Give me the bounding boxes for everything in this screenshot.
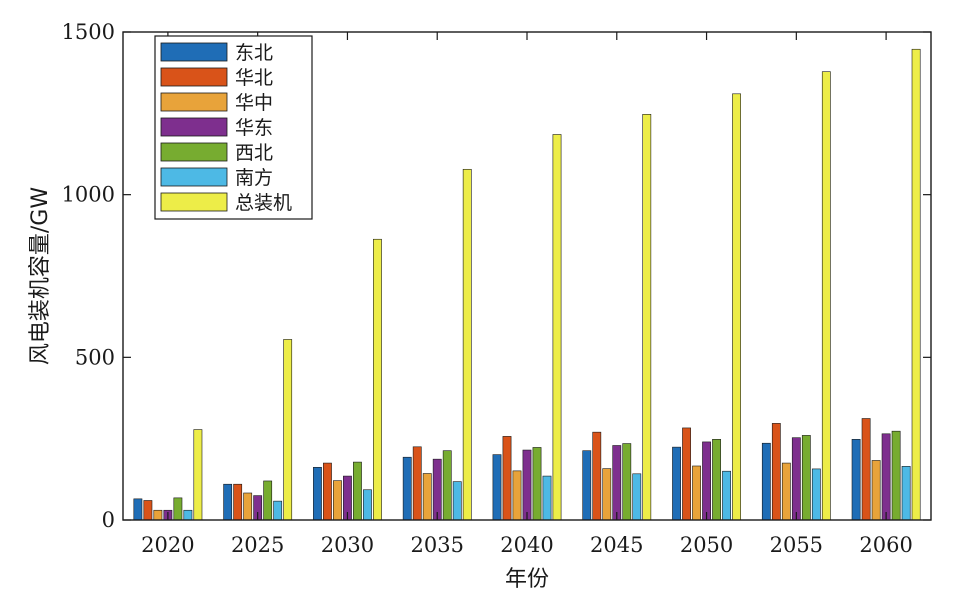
- bar-2050-6: [732, 93, 741, 521]
- bar-2040-3: [522, 449, 532, 521]
- bar-2040-1: [502, 436, 512, 521]
- bar-2050-5: [722, 470, 731, 521]
- bar-2020-0: [133, 498, 143, 521]
- legend-label: 西北: [235, 142, 273, 164]
- bar-2050-0: [672, 446, 681, 521]
- y-tick-label: 0: [102, 508, 115, 532]
- bar-2025-5: [273, 500, 283, 521]
- bar-2045-4: [622, 443, 632, 521]
- bar-2040-4: [532, 447, 542, 521]
- bar-2055-3: [791, 437, 801, 521]
- bar-2060-3: [881, 433, 891, 521]
- bar-2030-2: [333, 480, 342, 521]
- legend-label: 总装机: [235, 192, 292, 214]
- bar-2035-0: [402, 456, 412, 521]
- x-tick-label: 2060: [859, 533, 912, 557]
- bar-2020-2: [153, 509, 163, 521]
- bar-2060-2: [871, 460, 881, 521]
- bar-2025-6: [283, 339, 293, 521]
- x-tick-label: 2025: [231, 533, 284, 557]
- bar-2060-4: [891, 430, 901, 521]
- legend-label: 华北: [235, 67, 273, 89]
- x-axis-title: 年份: [505, 567, 549, 592]
- bar-2040-0: [492, 454, 502, 521]
- y-tick-label: 500: [75, 345, 115, 369]
- x-tick-label: 2035: [410, 533, 463, 557]
- y-tick-label: 1500: [62, 20, 115, 44]
- bar-2045-0: [582, 450, 592, 521]
- legend-swatch: [160, 92, 228, 112]
- bar-2055-6: [821, 71, 831, 521]
- bar-2025-1: [233, 483, 243, 521]
- bar-2055-0: [761, 442, 771, 521]
- ticks-layer: 2020 2025 2030 2035 2040 2045 2050 2055 2060 0 500…: [62, 20, 931, 557]
- bar-2045-3: [612, 445, 622, 521]
- bar-2045-6: [642, 114, 652, 521]
- bar-2055-1: [771, 423, 781, 521]
- bar-2020-5: [183, 509, 193, 521]
- bar-2040-2: [512, 470, 522, 521]
- bar-2045-1: [592, 431, 602, 521]
- bar-2050-2: [692, 465, 701, 521]
- legend-swatch: [160, 167, 228, 187]
- bar-2055-4: [801, 435, 811, 521]
- bar-2050-4: [712, 439, 721, 521]
- bar-2060-1: [861, 418, 871, 521]
- legend-swatch: [160, 117, 228, 137]
- bar-2060-0: [851, 439, 861, 521]
- bar-2035-6: [462, 168, 472, 521]
- bar-2030-1: [323, 462, 332, 521]
- x-tick-label: 2045: [590, 533, 643, 557]
- bar-2025-0: [223, 483, 233, 521]
- bar-2045-5: [632, 473, 642, 521]
- bar-2035-5: [452, 481, 462, 521]
- bar-2060-6: [911, 48, 921, 521]
- x-tick-label: 2040: [500, 533, 553, 557]
- legend-swatch: [160, 192, 228, 212]
- bar-2035-2: [422, 473, 432, 521]
- legend-swatch: [160, 142, 228, 162]
- bar-2050-3: [702, 441, 711, 521]
- legend-label: 华东: [235, 117, 273, 139]
- bar-2055-2: [781, 462, 791, 521]
- bar-2030-4: [353, 461, 362, 521]
- bar-2025-2: [243, 492, 253, 521]
- bar-2020-1: [143, 500, 153, 521]
- legend-label: 东北: [235, 42, 273, 64]
- legend-label: 华中: [235, 92, 273, 114]
- bar-2025-4: [263, 480, 273, 521]
- y-tick-label: 1000: [62, 183, 115, 207]
- x-tick-label: 2020: [141, 533, 194, 557]
- bar-2035-4: [442, 450, 452, 521]
- bar-2020-6: [193, 429, 203, 521]
- bar-2045-2: [602, 468, 612, 521]
- bar-2040-5: [542, 475, 552, 521]
- legend-swatch: [160, 67, 228, 87]
- bar-2020-4: [173, 497, 183, 521]
- bar-2030-6: [373, 238, 382, 521]
- x-tick-label: 2030: [321, 533, 374, 557]
- bar-2055-5: [811, 468, 821, 521]
- bar-2030-0: [313, 466, 322, 521]
- x-tick-label: 2055: [770, 533, 823, 557]
- x-tick-label: 2050: [680, 533, 733, 557]
- bar-2035-1: [412, 446, 422, 521]
- bar-2035-3: [432, 458, 442, 521]
- bar-2040-6: [552, 134, 562, 521]
- legend-label: 南方: [235, 167, 273, 189]
- bar-2060-5: [901, 466, 911, 521]
- bars-layer: [133, 48, 921, 521]
- y-axis-title: 风电装机容量/GW: [28, 187, 53, 365]
- bar-2030-5: [363, 489, 372, 521]
- bar-2050-1: [682, 427, 691, 521]
- legend-swatch: [160, 42, 228, 62]
